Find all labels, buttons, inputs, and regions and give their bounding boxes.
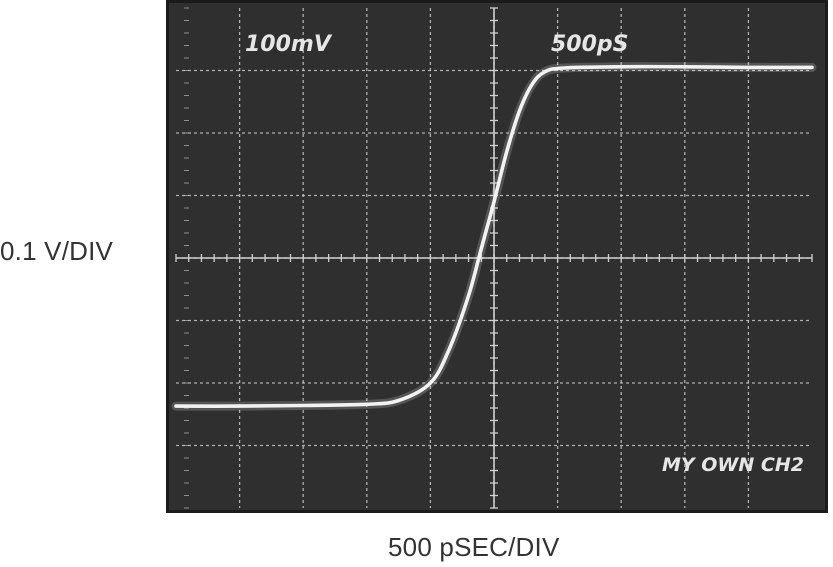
channel-readout: MY OWN CH2 — [662, 454, 804, 476]
oscilloscope-plot: 100mV 500pS MY OWN CH2 — [171, 7, 817, 509]
x-axis-label: 500 pSEC/DIV — [388, 532, 560, 562]
y-axis-label: 0.1 V/DIV — [0, 236, 114, 266]
time-per-div-readout: 500pS — [551, 32, 629, 57]
trace-layer — [171, 62, 817, 411]
oscilloscope-screen: 100mV 500pS MY OWN CH2 — [166, 0, 828, 513]
graticule — [175, 7, 813, 509]
volts-per-div-readout: 100mV — [245, 32, 333, 57]
signal-trace — [174, 64, 814, 408]
